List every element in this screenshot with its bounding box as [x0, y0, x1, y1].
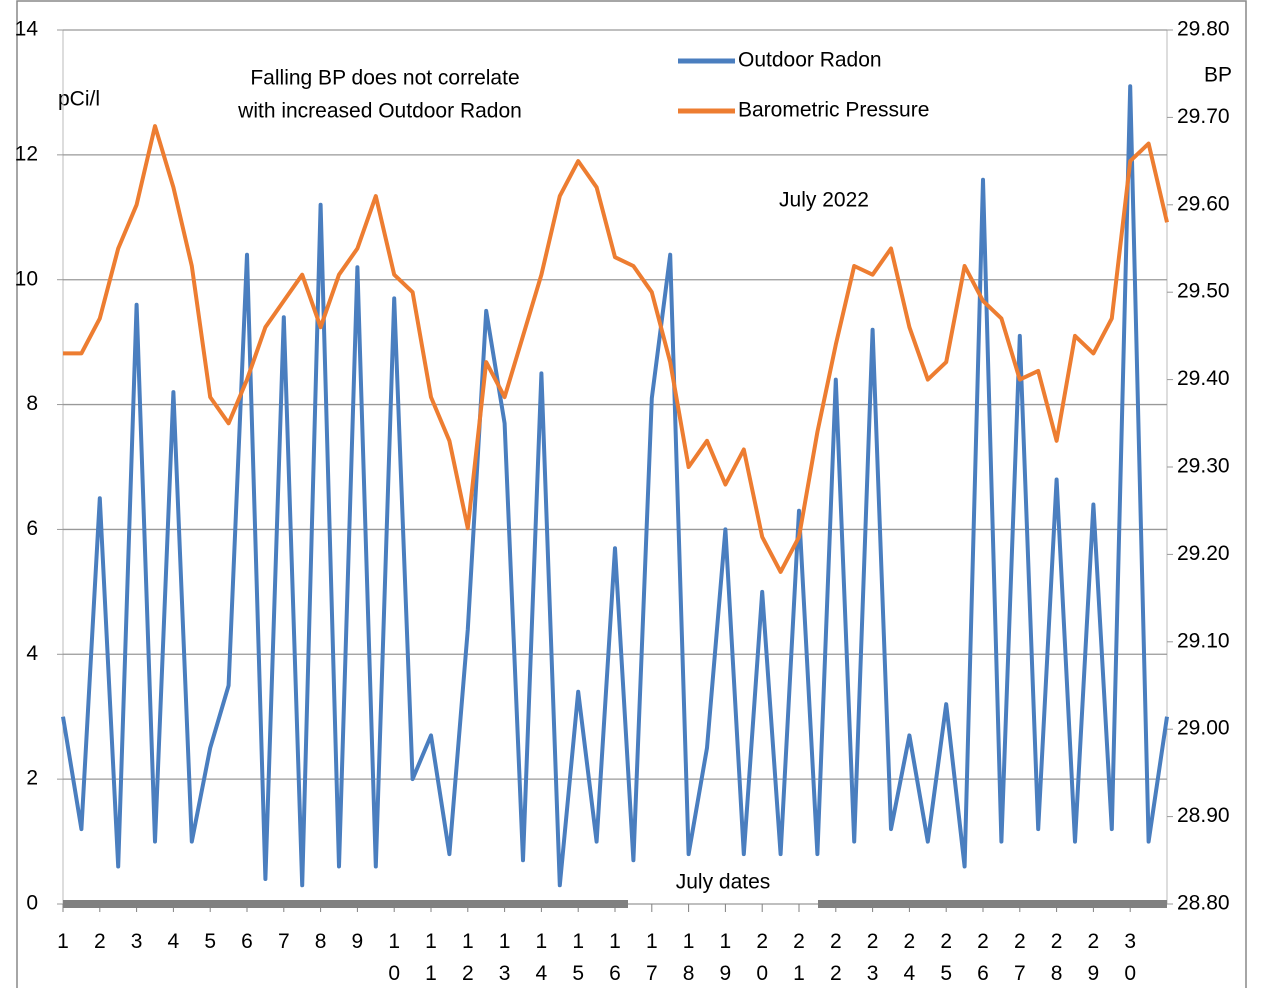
x-tick-label: 2 [94, 930, 106, 953]
y-tick-label: 14 [15, 18, 39, 41]
annotation: with increased Outdoor Radon [237, 100, 522, 123]
legend-label: Barometric Pressure [738, 99, 929, 122]
y-tick-label: 12 [15, 142, 38, 165]
y2-tick-label: 29.80 [1177, 18, 1230, 41]
y2-tick-label: 28.90 [1177, 804, 1230, 827]
y2-tick-label: 29.60 [1177, 192, 1230, 215]
series-line [61, 84, 1169, 888]
annotation: Falling BP does not correlate [250, 67, 519, 90]
y2-tick-label: 29.30 [1177, 455, 1230, 478]
x-axis-label: July dates [676, 871, 771, 894]
x-tick-label: 8 [315, 930, 327, 953]
y2-tick-label: 29.70 [1177, 105, 1230, 128]
x-tick-label: 1 [57, 930, 69, 953]
annotation: July 2022 [779, 189, 869, 212]
y2-axis-label: BP [1204, 64, 1232, 87]
y2-tick-label: 29.40 [1177, 367, 1230, 390]
y2-tick-label: 29.20 [1177, 542, 1230, 565]
chart-border [16, 0, 1247, 988]
y2-tick-label: 29.00 [1177, 717, 1230, 740]
y-tick-label: 6 [26, 517, 38, 540]
x-tick-label: 4 [168, 930, 180, 953]
y-tick-label: 8 [26, 392, 38, 415]
y-tick-label: 0 [26, 892, 38, 915]
y-tick-label: 2 [26, 767, 38, 790]
y2-tick-label: 28.80 [1177, 892, 1230, 915]
x-tick-label: 9 [352, 930, 364, 953]
x-tick-label: 3 [131, 930, 143, 953]
x-tick-label: 7 [278, 930, 290, 953]
y-tick-label: 4 [26, 642, 38, 665]
x-tick-label: 5 [204, 930, 216, 953]
y-axis-label: pCi/l [58, 88, 100, 111]
y2-tick-label: 29.50 [1177, 280, 1230, 303]
y2-tick-label: 29.10 [1177, 629, 1230, 652]
series-line [63, 124, 1169, 574]
x-tick-label: 6 [241, 930, 253, 953]
legend-label: Outdoor Radon [738, 49, 882, 72]
y-tick-label: 10 [15, 267, 38, 290]
